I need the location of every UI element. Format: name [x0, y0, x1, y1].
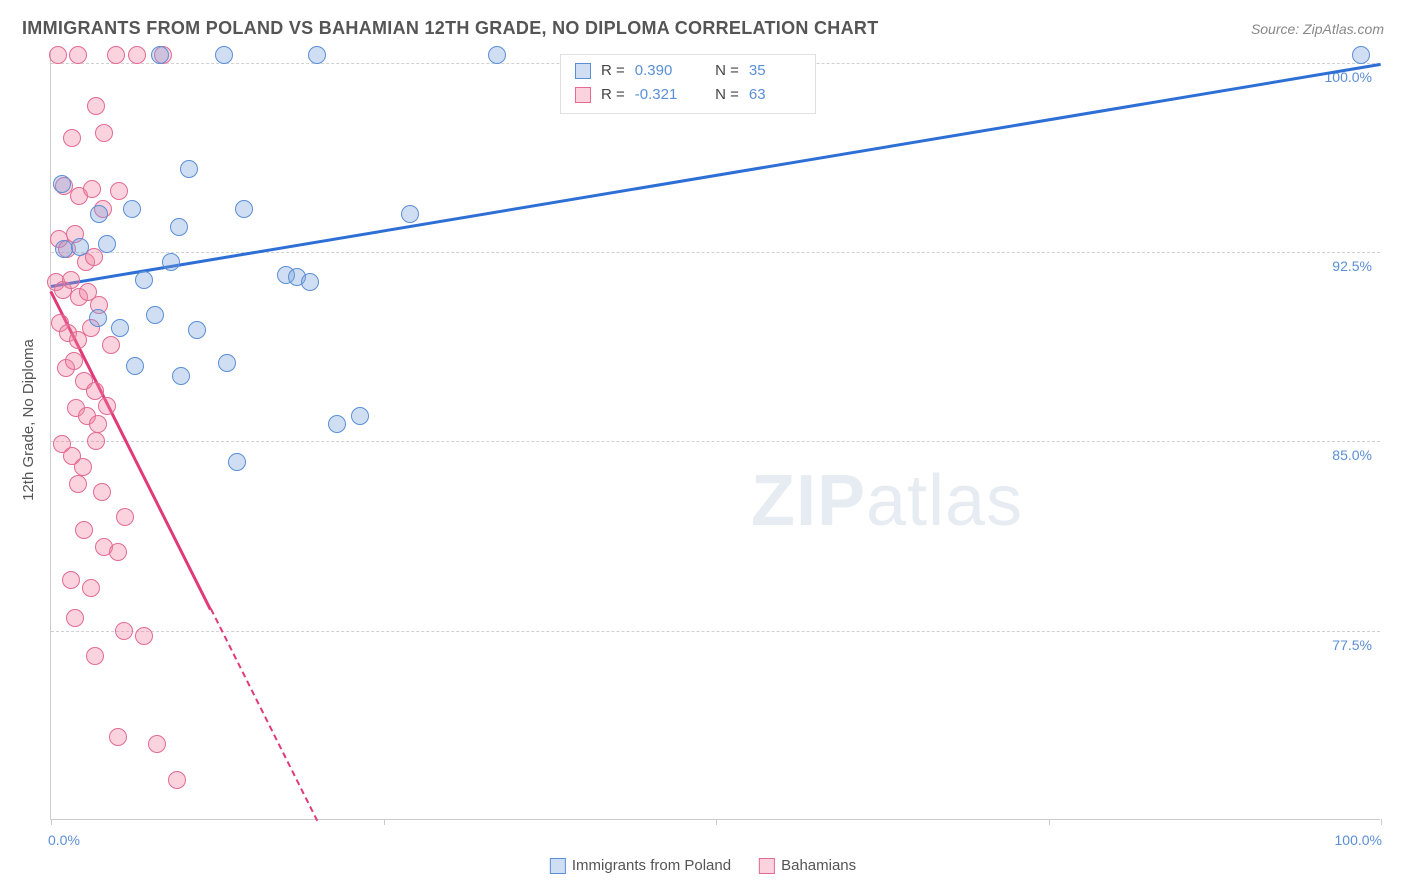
scatter-point-poland — [126, 357, 144, 375]
scatter-point-poland — [180, 160, 198, 178]
scatter-point-bahamians — [89, 415, 107, 433]
x-tick-label: 0.0% — [48, 832, 80, 848]
scatter-point-poland — [111, 319, 129, 337]
scatter-point-bahamians — [69, 46, 87, 64]
scatter-point-bahamians — [66, 609, 84, 627]
scatter-point-poland — [228, 453, 246, 471]
legend-swatch-icon — [759, 858, 775, 874]
x-tick — [1381, 819, 1382, 825]
scatter-point-poland — [235, 200, 253, 218]
scatter-point-poland — [188, 321, 206, 339]
stats-row-bahamians: R = -0.321 N = 63 — [575, 83, 801, 107]
scatter-point-poland — [151, 46, 169, 64]
scatter-point-bahamians — [65, 352, 83, 370]
legend-swatch-icon — [575, 87, 591, 103]
y-tick-label: 85.0% — [1332, 447, 1372, 463]
scatter-point-bahamians — [95, 124, 113, 142]
legend-swatch-icon — [550, 858, 566, 874]
scatter-point-poland — [401, 205, 419, 223]
series-legend: Immigrants from Poland Bahamians — [550, 857, 856, 874]
scatter-point-bahamians — [168, 771, 186, 789]
scatter-point-poland — [170, 218, 188, 236]
scatter-point-poland — [218, 354, 236, 372]
gridline-horizontal — [51, 631, 1380, 632]
scatter-point-bahamians — [62, 271, 80, 289]
scatter-point-bahamians — [87, 432, 105, 450]
scatter-point-poland — [162, 253, 180, 271]
gridline-horizontal — [51, 441, 1380, 442]
scatter-point-poland — [123, 200, 141, 218]
scatter-point-bahamians — [93, 483, 111, 501]
scatter-point-poland — [215, 46, 233, 64]
scatter-point-poland — [328, 415, 346, 433]
scatter-point-poland — [1352, 46, 1370, 64]
scatter-point-poland — [53, 175, 71, 193]
trend-line — [210, 608, 318, 821]
scatter-point-bahamians — [128, 46, 146, 64]
x-tick-label: 100.0% — [1335, 832, 1382, 848]
scatter-point-bahamians — [49, 46, 67, 64]
x-tick — [51, 819, 52, 825]
scatter-point-bahamians — [74, 458, 92, 476]
scatter-point-poland — [71, 238, 89, 256]
scatter-point-bahamians — [69, 475, 87, 493]
scatter-point-bahamians — [110, 182, 128, 200]
scatter-point-poland — [90, 205, 108, 223]
x-tick — [716, 819, 717, 825]
scatter-point-poland — [488, 46, 506, 64]
scatter-point-bahamians — [98, 397, 116, 415]
source-attribution: Source: ZipAtlas.com — [1251, 21, 1384, 37]
scatter-point-bahamians — [135, 627, 153, 645]
stats-row-poland: R = 0.390 N = 35 — [575, 59, 801, 83]
scatter-point-poland — [172, 367, 190, 385]
scatter-point-poland — [89, 309, 107, 327]
scatter-point-poland — [55, 240, 73, 258]
scatter-point-bahamians — [63, 129, 81, 147]
scatter-plot-area: ZIPatlas 77.5%85.0%92.5%100.0% — [50, 50, 1380, 820]
legend-swatch-icon — [575, 63, 591, 79]
scatter-point-bahamians — [82, 579, 100, 597]
scatter-point-poland — [135, 271, 153, 289]
scatter-point-poland — [351, 407, 369, 425]
scatter-point-bahamians — [62, 571, 80, 589]
scatter-point-bahamians — [75, 521, 93, 539]
correlation-stats-box: R = 0.390 N = 35R = -0.321 N = 63 — [560, 54, 816, 114]
scatter-point-bahamians — [107, 46, 125, 64]
chart-title: IMMIGRANTS FROM POLAND VS BAHAMIAN 12TH … — [22, 18, 879, 39]
scatter-point-bahamians — [109, 728, 127, 746]
y-tick-label: 77.5% — [1332, 637, 1372, 653]
scatter-point-poland — [146, 306, 164, 324]
scatter-point-bahamians — [83, 180, 101, 198]
y-axis-label: 12th Grade, No Diploma — [20, 339, 37, 501]
y-tick-label: 92.5% — [1332, 258, 1372, 274]
scatter-point-poland — [308, 46, 326, 64]
watermark: ZIPatlas — [751, 460, 1023, 542]
x-tick — [384, 819, 385, 825]
scatter-point-bahamians — [87, 97, 105, 115]
scatter-point-poland — [301, 273, 319, 291]
scatter-point-bahamians — [116, 508, 134, 526]
x-tick — [1049, 819, 1050, 825]
scatter-point-bahamians — [102, 336, 120, 354]
scatter-point-bahamians — [86, 647, 104, 665]
scatter-point-bahamians — [86, 382, 104, 400]
scatter-point-bahamians — [148, 735, 166, 753]
scatter-point-bahamians — [109, 543, 127, 561]
legend-item-poland: Immigrants from Poland — [550, 857, 731, 874]
scatter-point-poland — [98, 235, 116, 253]
scatter-point-bahamians — [115, 622, 133, 640]
legend-item-bahamians: Bahamians — [759, 857, 856, 874]
